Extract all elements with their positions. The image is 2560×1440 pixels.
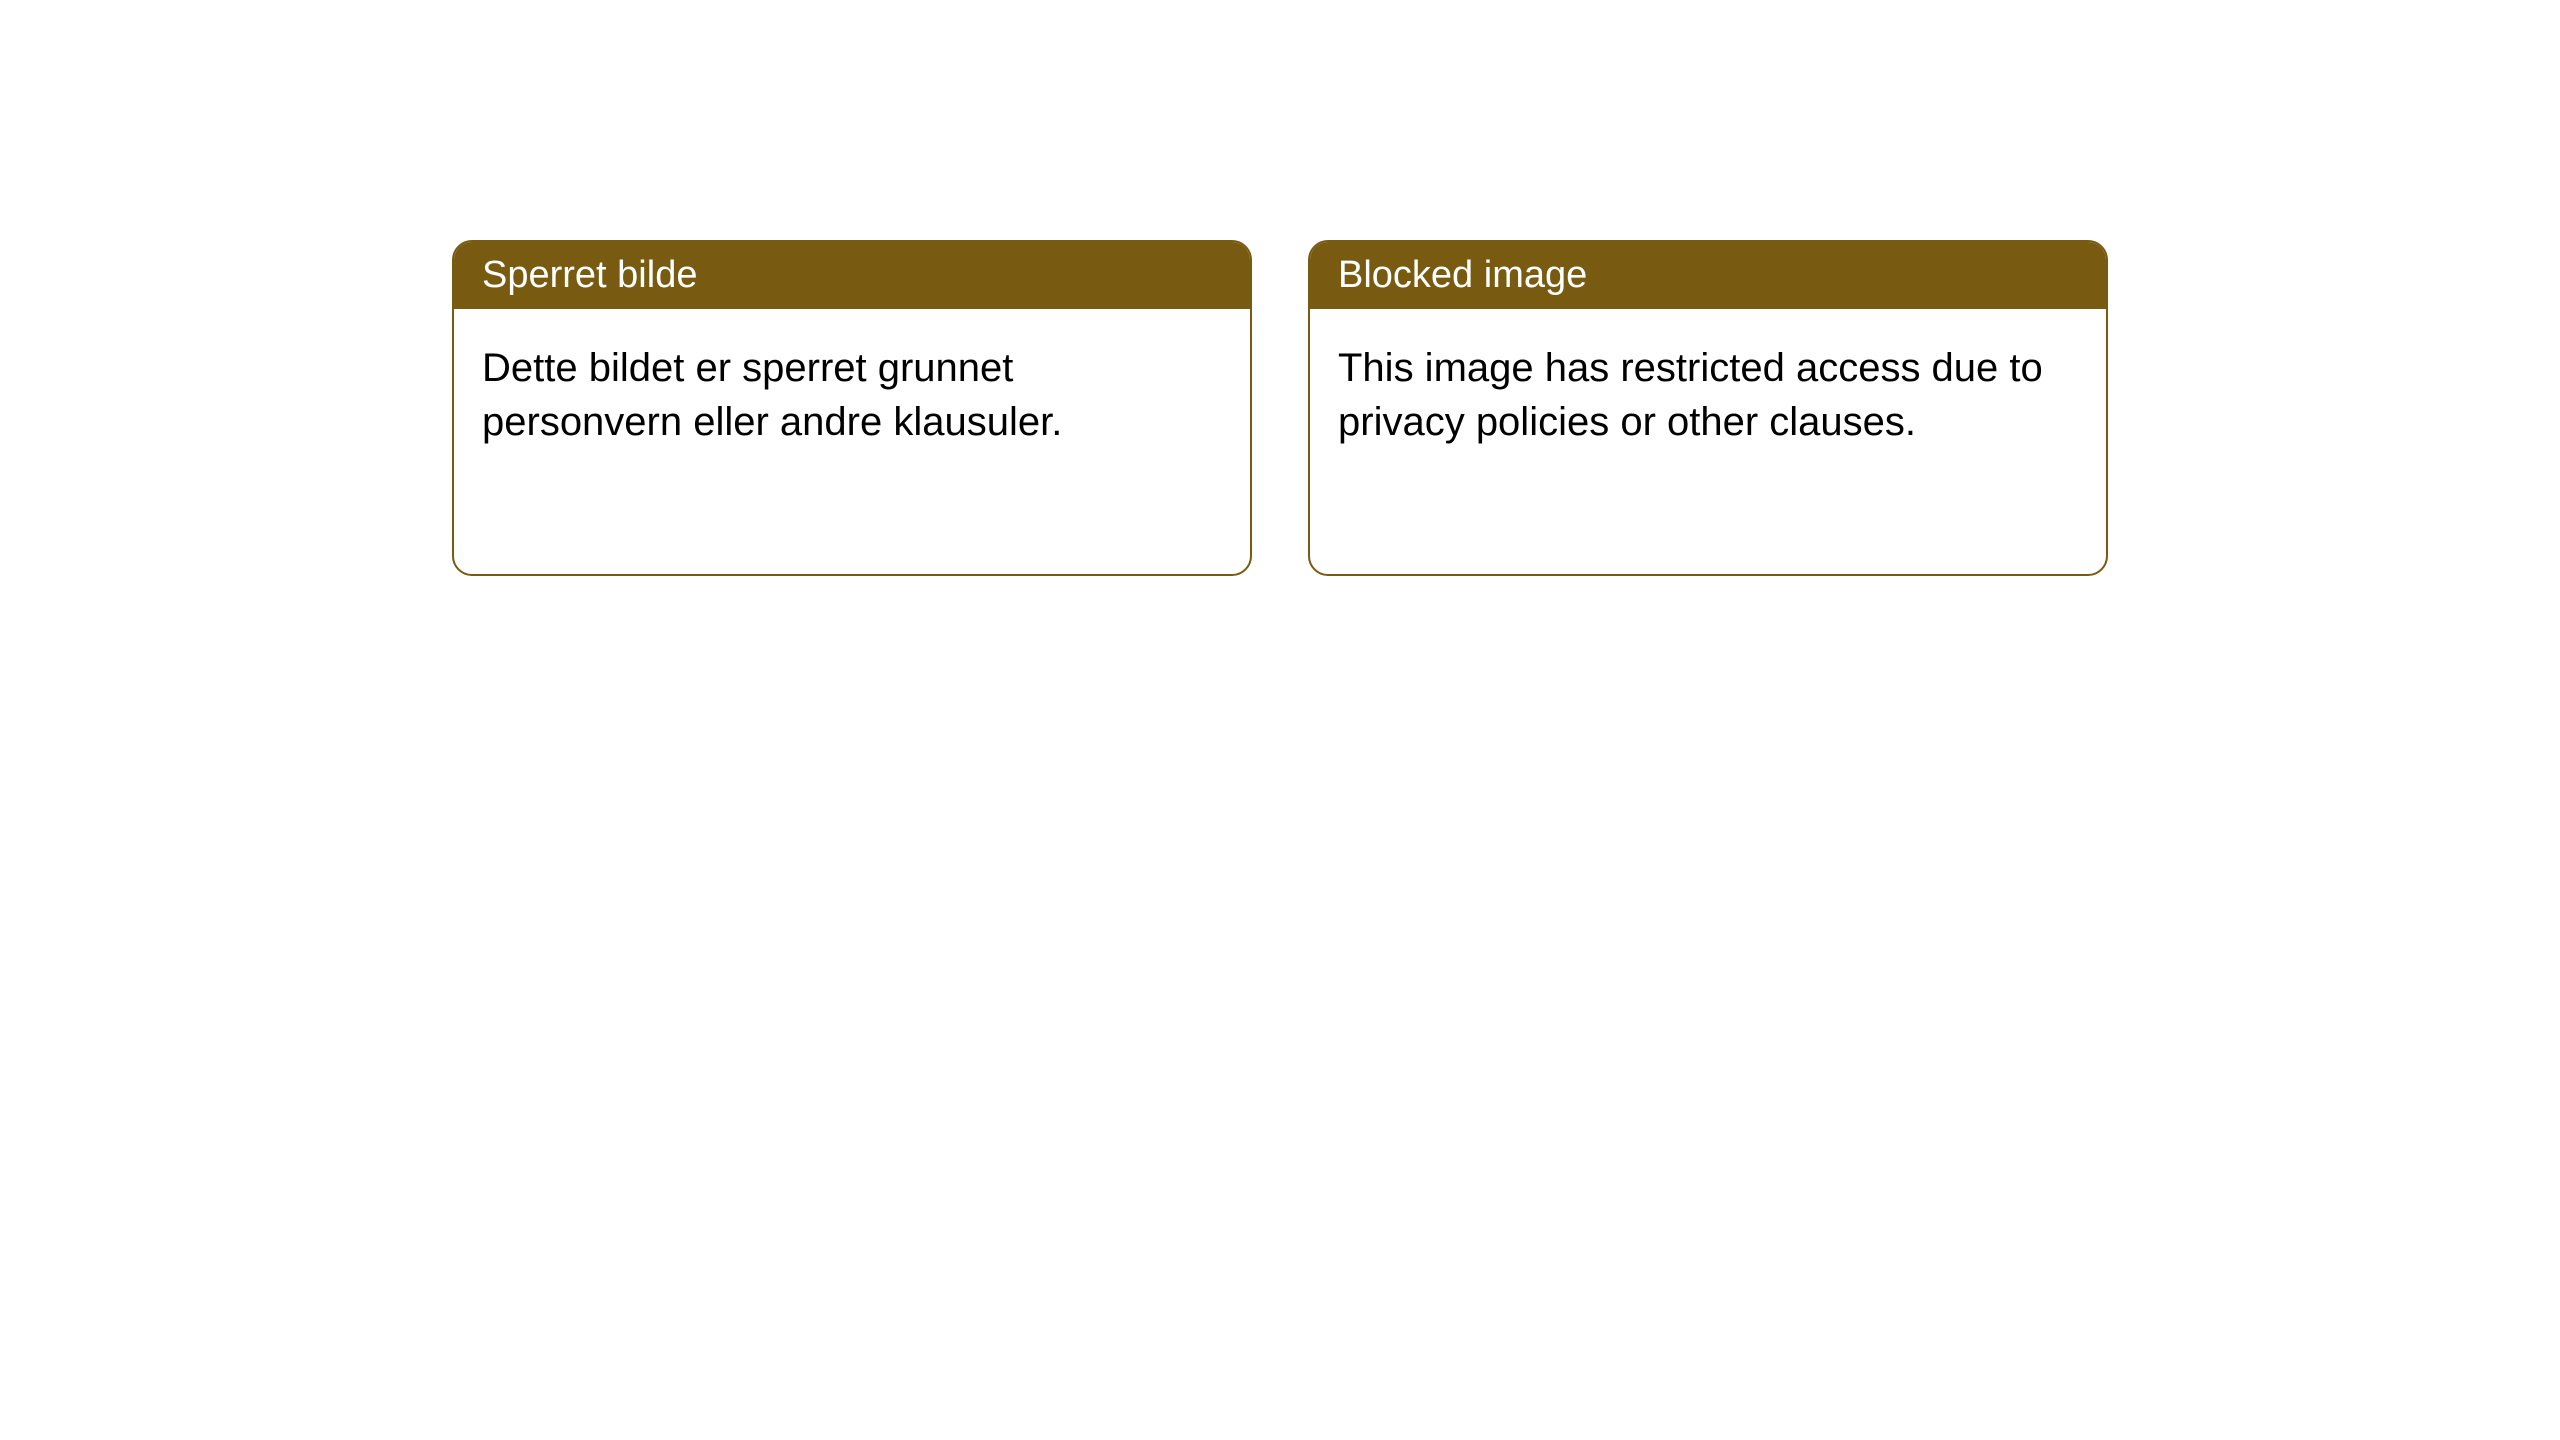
cards-container: Sperret bilde Dette bildet er sperret gr… xyxy=(452,240,2108,1440)
card-header: Blocked image xyxy=(1310,242,2106,309)
card-body: This image has restricted access due to … xyxy=(1310,309,2106,481)
card-body-text: This image has restricted access due to … xyxy=(1338,346,2043,444)
card-title: Sperret bilde xyxy=(482,254,697,296)
blocked-image-card-no: Sperret bilde Dette bildet er sperret gr… xyxy=(452,240,1252,576)
blocked-image-card-en: Blocked image This image has restricted … xyxy=(1308,240,2108,576)
card-title: Blocked image xyxy=(1338,254,1587,296)
card-body: Dette bildet er sperret grunnet personve… xyxy=(454,309,1250,481)
card-body-text: Dette bildet er sperret grunnet personve… xyxy=(482,346,1062,444)
card-header: Sperret bilde xyxy=(454,242,1250,309)
